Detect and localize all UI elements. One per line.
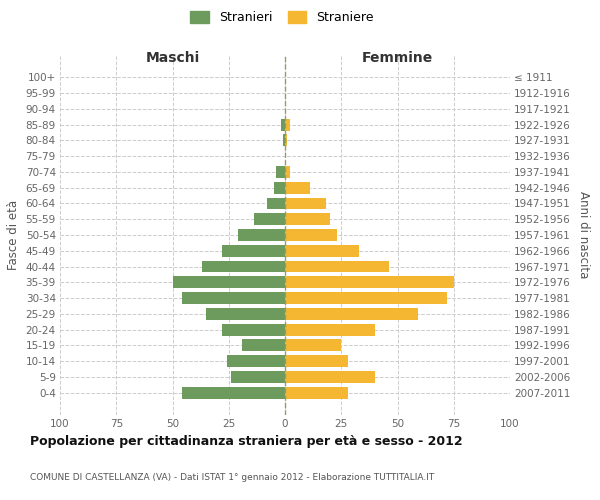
Bar [285,214,330,225]
Text: Maschi: Maschi [145,50,200,64]
Bar [285,229,337,241]
Bar [202,260,285,272]
Bar [285,371,375,383]
Bar [285,356,348,367]
Text: Femmine: Femmine [362,50,433,64]
Bar [285,260,389,272]
Bar [267,198,285,209]
Bar [276,166,285,178]
Bar [283,134,285,146]
Bar [285,387,348,398]
Bar [231,371,285,383]
Bar [285,118,290,130]
Y-axis label: Anni di nascita: Anni di nascita [577,192,590,278]
Bar [285,324,375,336]
Bar [285,134,287,146]
Bar [254,214,285,225]
Text: COMUNE DI CASTELLANZA (VA) - Dati ISTAT 1° gennaio 2012 - Elaborazione TUTTITALI: COMUNE DI CASTELLANZA (VA) - Dati ISTAT … [30,473,434,482]
Text: Popolazione per cittadinanza straniera per età e sesso - 2012: Popolazione per cittadinanza straniera p… [30,435,463,448]
Bar [206,308,285,320]
Bar [285,182,310,194]
Y-axis label: Fasce di età: Fasce di età [7,200,20,270]
Bar [285,198,325,209]
Bar [285,166,290,178]
Bar [285,276,454,288]
Bar [285,245,359,256]
Bar [222,324,285,336]
Bar [242,340,285,351]
Bar [285,292,447,304]
Bar [227,356,285,367]
Bar [274,182,285,194]
Bar [285,308,418,320]
Bar [222,245,285,256]
Bar [182,387,285,398]
Legend: Stranieri, Straniere: Stranieri, Straniere [190,11,374,24]
Bar [238,229,285,241]
Bar [281,118,285,130]
Bar [173,276,285,288]
Bar [285,340,341,351]
Bar [182,292,285,304]
